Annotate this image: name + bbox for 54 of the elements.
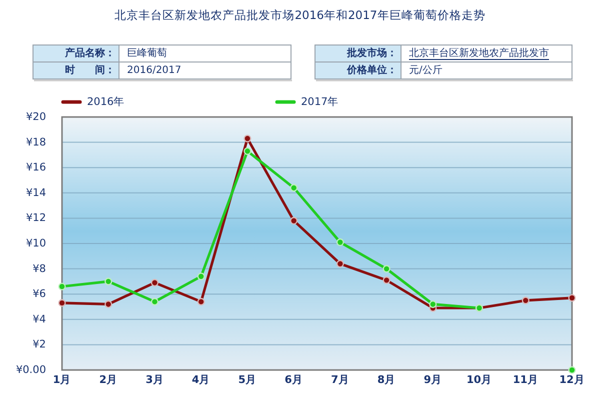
text: 产品名称：: [64, 47, 115, 59]
point: [429, 300, 437, 308]
y-tick-label: ¥20: [26, 111, 46, 123]
text: 2016/2017: [127, 65, 182, 76]
y-tick-label: ¥0.00: [16, 364, 46, 376]
x-tick-label: 2月: [99, 374, 118, 386]
x-tick-label: 10月: [466, 374, 492, 386]
point: [290, 216, 298, 225]
text: 北京丰台区新发地农产品批发市: [409, 47, 549, 59]
chart-title: 北京丰台区新发地农产品批发市场2016年和2017年巨峰葡萄价格走势: [114, 8, 486, 22]
y-tick-label: ¥6: [32, 288, 46, 300]
point: [244, 134, 252, 142]
point: [197, 298, 205, 306]
text: 时 间：: [65, 64, 115, 76]
point: [244, 147, 252, 155]
point: [336, 238, 344, 246]
x-tick-label: 1月: [52, 374, 72, 386]
legend-label: 2016年: [87, 96, 125, 108]
point: [522, 296, 530, 304]
point: [336, 260, 344, 268]
point: [197, 272, 205, 280]
y-tick-label: ¥10: [26, 238, 46, 250]
x-tick-label: 6月: [284, 374, 303, 386]
y-tick-label: ¥8: [32, 262, 46, 275]
y-tick-label: ¥2: [32, 338, 46, 351]
text: 元/公斤: [409, 64, 442, 76]
point: [58, 299, 66, 307]
y-tick-label: ¥12: [26, 212, 46, 224]
x-tick-label: 9月: [424, 374, 442, 386]
text: 价格单位：: [346, 64, 397, 76]
x-tick-label: 4月: [192, 374, 210, 386]
y-tick-label: ¥18: [26, 136, 46, 148]
point: [568, 294, 576, 302]
y-tick-label: ¥4: [32, 313, 46, 326]
point: [104, 278, 112, 286]
text: 巨峰葡萄: [127, 47, 167, 59]
x-tick-label: 3月: [146, 374, 164, 386]
x-tick-label: 11月: [512, 374, 538, 386]
text: 批发市场：: [346, 47, 397, 59]
point: [104, 300, 112, 308]
y-tick-label: ¥16: [26, 162, 46, 174]
x-tick-label: 7月: [331, 374, 350, 386]
point: [382, 276, 390, 284]
point: [150, 298, 159, 306]
point: [568, 366, 576, 374]
point: [150, 278, 159, 287]
x-tick-label: 12月: [559, 374, 585, 386]
point: [58, 282, 66, 290]
x-tick-label: 5月: [238, 374, 257, 386]
x-tick-label: 8月: [377, 374, 396, 386]
legend-label: 2017年: [301, 96, 339, 108]
y-tick-label: ¥14: [26, 186, 46, 199]
point: [382, 265, 390, 273]
point: [290, 184, 298, 192]
